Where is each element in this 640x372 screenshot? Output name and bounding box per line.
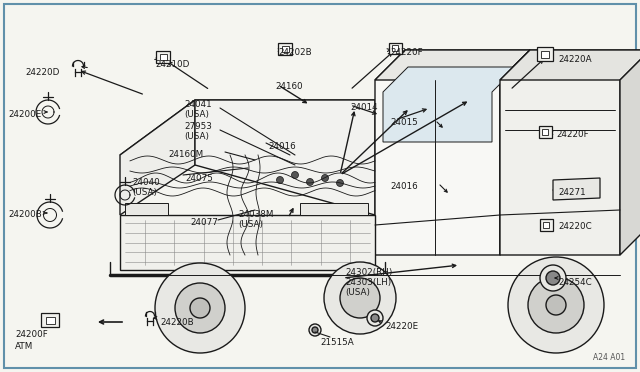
Text: 24160M: 24160M (168, 150, 203, 159)
Bar (278, 43, 292, 55)
Circle shape (324, 262, 396, 334)
Text: 24075: 24075 (185, 174, 213, 183)
Text: (USA): (USA) (345, 288, 370, 297)
Circle shape (307, 179, 314, 186)
Text: 24220E: 24220E (385, 322, 418, 331)
Bar (41, 313, 59, 327)
Text: 24220D: 24220D (26, 68, 60, 77)
Text: 24160: 24160 (275, 82, 303, 91)
Text: 24200B: 24200B (8, 210, 42, 219)
Circle shape (309, 324, 321, 336)
Text: ATM: ATM (15, 342, 33, 351)
Text: 24016: 24016 (268, 142, 296, 151)
Text: 24220F: 24220F (556, 130, 589, 139)
Text: 24303(LH): 24303(LH) (345, 278, 391, 287)
Polygon shape (125, 203, 168, 215)
Polygon shape (620, 50, 640, 255)
Text: 24271: 24271 (558, 188, 586, 197)
Circle shape (175, 283, 225, 333)
Polygon shape (553, 178, 600, 200)
Text: 24200E: 24200E (8, 110, 41, 119)
Circle shape (190, 298, 210, 318)
Text: 24015: 24015 (390, 118, 418, 127)
Circle shape (337, 180, 344, 186)
Circle shape (340, 278, 380, 318)
Text: 21515A: 21515A (320, 338, 354, 347)
Text: (USA): (USA) (238, 220, 263, 229)
Text: 27953: 27953 (184, 122, 212, 131)
Text: 24210D: 24210D (155, 60, 189, 69)
Circle shape (367, 310, 383, 326)
Polygon shape (383, 67, 517, 142)
Bar (45, 317, 54, 324)
Text: 24220B: 24220B (160, 318, 194, 327)
Text: 24220A: 24220A (558, 55, 591, 64)
Text: A24 A01: A24 A01 (593, 353, 625, 362)
Text: 24038M: 24038M (238, 210, 273, 219)
Circle shape (312, 327, 318, 333)
Text: (USA): (USA) (132, 188, 157, 197)
Polygon shape (500, 50, 640, 255)
Text: 24077: 24077 (190, 218, 218, 227)
Polygon shape (120, 100, 375, 155)
Polygon shape (120, 100, 195, 215)
Text: 24220C: 24220C (558, 222, 592, 231)
Bar (388, 42, 401, 54)
Circle shape (528, 277, 584, 333)
Text: (USA): (USA) (184, 132, 209, 141)
Circle shape (546, 271, 560, 285)
Text: 24016: 24016 (390, 182, 418, 191)
Circle shape (321, 174, 328, 182)
Circle shape (540, 265, 566, 291)
Circle shape (508, 257, 604, 353)
Text: 24302(RH): 24302(RH) (345, 268, 392, 277)
Polygon shape (300, 203, 368, 215)
Polygon shape (195, 100, 375, 215)
Bar (540, 219, 552, 231)
Text: (USA): (USA) (184, 110, 209, 119)
Bar (537, 47, 553, 61)
Bar (541, 129, 548, 135)
Text: 24014: 24014 (350, 103, 378, 112)
Bar (541, 51, 549, 58)
Polygon shape (120, 215, 375, 270)
Bar (282, 46, 289, 52)
Polygon shape (375, 50, 530, 80)
Text: 24041: 24041 (184, 100, 212, 109)
Text: 24200F: 24200F (15, 330, 48, 339)
Polygon shape (500, 50, 530, 255)
Bar (392, 45, 398, 51)
Polygon shape (500, 50, 640, 80)
Bar (159, 54, 166, 60)
Circle shape (155, 263, 245, 353)
Text: 24254C: 24254C (558, 278, 592, 287)
Circle shape (371, 314, 379, 322)
Bar (543, 222, 549, 228)
Circle shape (546, 295, 566, 315)
Circle shape (291, 171, 298, 179)
Text: 24040: 24040 (132, 178, 160, 187)
Polygon shape (375, 50, 530, 255)
Bar (538, 126, 552, 138)
Circle shape (276, 176, 284, 183)
Text: 24202B: 24202B (278, 48, 312, 57)
Bar (156, 51, 170, 63)
Text: 24220F: 24220F (390, 48, 422, 57)
